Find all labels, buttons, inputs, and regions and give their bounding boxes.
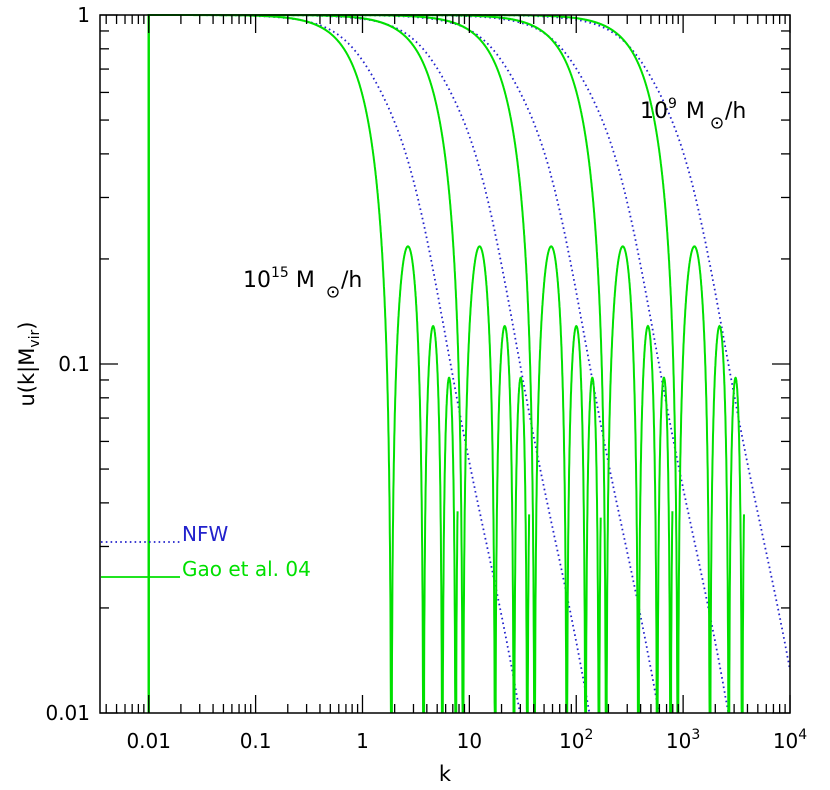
annotation-high-mass-unit: M	[296, 268, 315, 293]
annotation-low-mass-suffix: /h	[725, 99, 746, 124]
annotation-high-mass: 1015 M /h	[243, 265, 362, 298]
x-tick-label: 102	[559, 727, 593, 753]
x-tick-label: 0.01	[126, 729, 171, 753]
sun-symbol-icon	[327, 286, 339, 298]
labels-layer: 0.01 0.1 1 10 102 103 104 0.01 0.1 1	[45, 3, 807, 753]
nfw-curve	[148, 14, 591, 714]
x-tick-label: 1	[356, 729, 369, 753]
annotation-low-mass-unit: M	[686, 99, 705, 124]
gao-curve	[147, 14, 459, 714]
y-axis-label-close: )	[15, 322, 39, 330]
legend-gao-label: Gao et al. 04	[182, 557, 311, 581]
y-axis-label: u(k|Mvir)	[15, 322, 43, 407]
x-tick-label: 0.1	[240, 729, 272, 753]
y-axis-label-main: u(k|M	[15, 348, 40, 407]
y-tick-label: 0.01	[45, 701, 90, 725]
sun-symbol-icon	[711, 117, 723, 129]
ticks-layer	[100, 14, 791, 714]
gao-curve	[147, 14, 531, 714]
x-tick-label: 104	[773, 727, 807, 753]
gao-curve	[147, 14, 602, 714]
x-tick-label: 103	[666, 727, 700, 753]
svg-text:u(k|Mvir): u(k|Mvir)	[15, 322, 43, 407]
annotation-high-mass-suffix: /h	[341, 268, 362, 293]
annotation-low-mass-base: 10	[640, 99, 668, 124]
legend-nfw-label: NFW	[182, 522, 228, 546]
x-axis-label: k	[439, 762, 452, 786]
annotation-high-mass-exp: 15	[271, 265, 289, 281]
annotation-high-mass-base: 10	[243, 268, 271, 293]
x-tick-label: 10	[457, 729, 482, 753]
annotation-low-mass-exp: 9	[668, 96, 677, 112]
y-tick-label: 1	[77, 3, 90, 27]
annotation-low-mass: 109 M /h	[640, 96, 746, 129]
y-axis-label-sub: vir	[27, 329, 43, 347]
legend: NFW Gao et al. 04	[101, 522, 311, 581]
y-tick-label: 0.1	[58, 352, 90, 376]
gao-curve	[147, 14, 674, 714]
plot-frame	[99, 14, 791, 714]
